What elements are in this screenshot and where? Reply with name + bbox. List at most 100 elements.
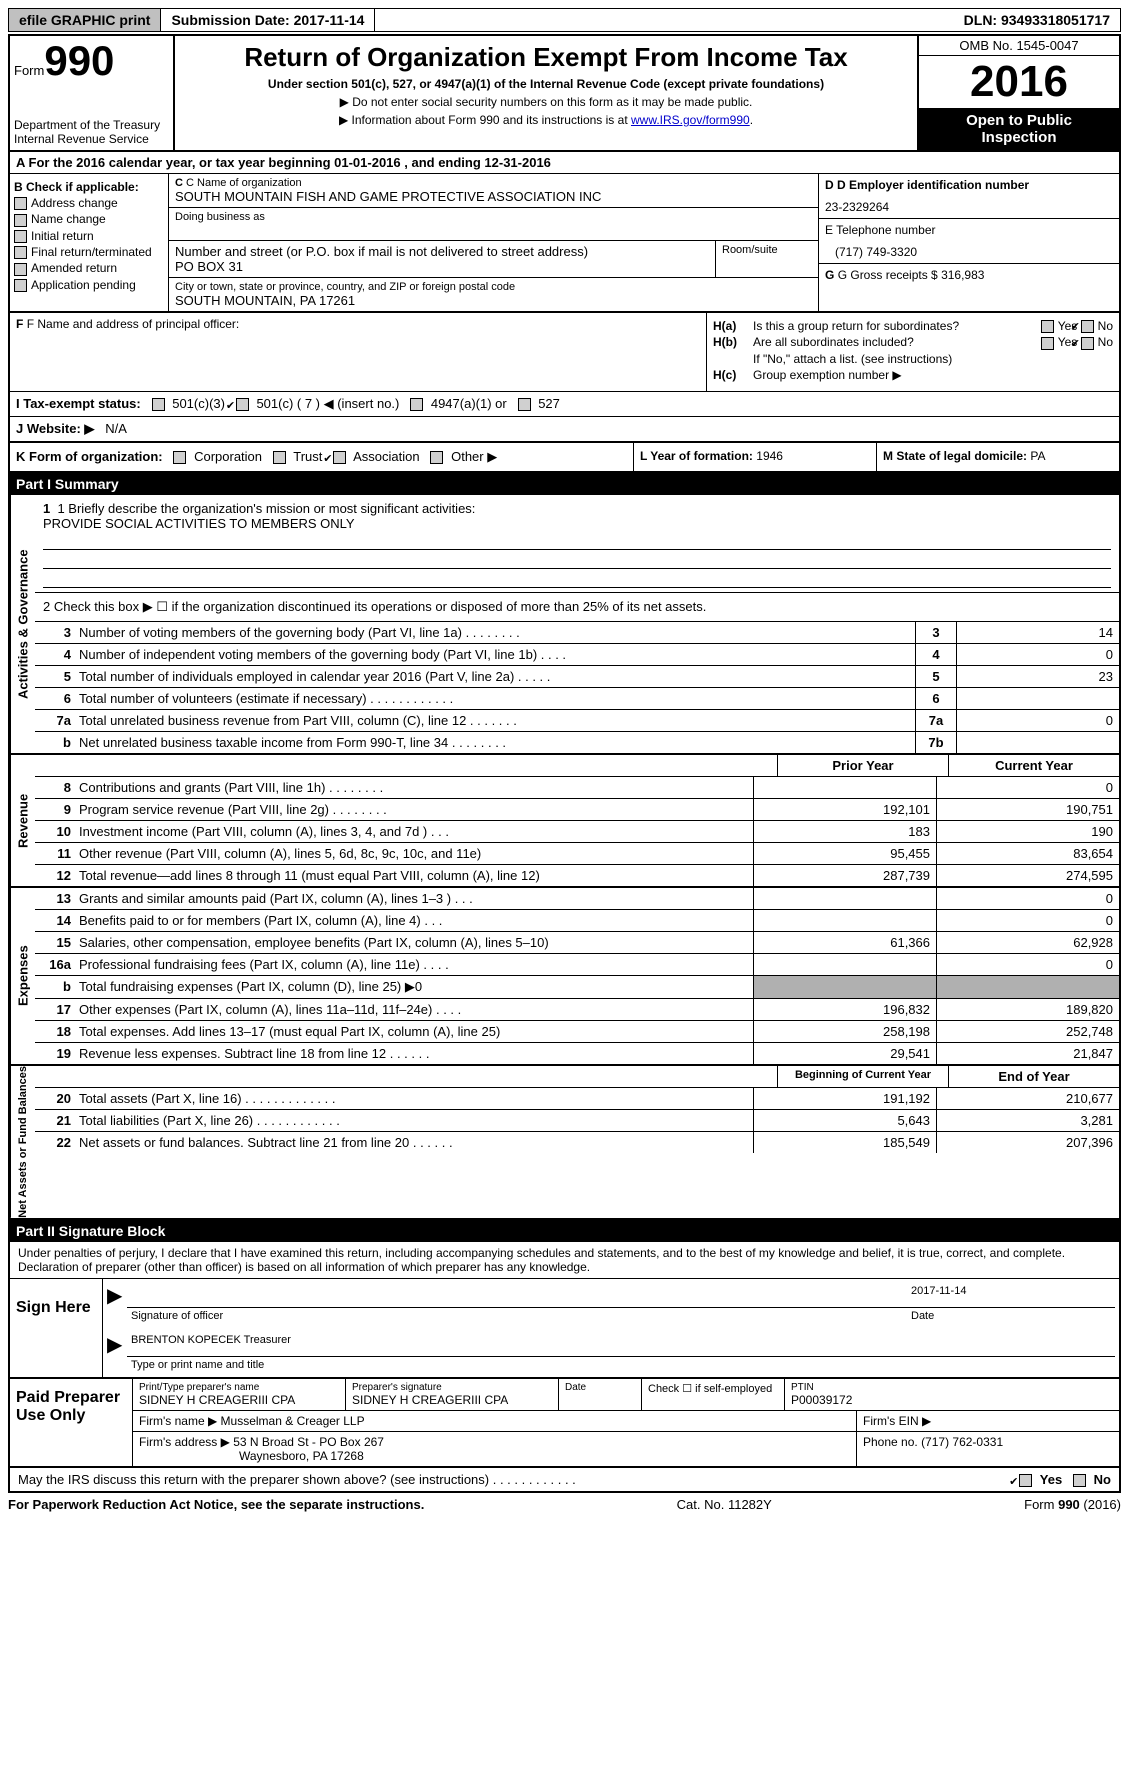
row-j-website: J Website: ▶ N/A xyxy=(8,417,1121,443)
cell-current: 189,820 xyxy=(936,999,1119,1020)
self-employed-check[interactable]: Check ☐ if self-employed xyxy=(642,1379,785,1410)
ha-text: Is this a group return for subordinates? xyxy=(753,319,1041,333)
cell-current: 190 xyxy=(936,821,1119,842)
bottom-line: For Paperwork Reduction Act Notice, see … xyxy=(8,1493,1121,1516)
summary-expenses: Expenses 13 Grants and similar amounts p… xyxy=(8,888,1121,1066)
hb-yes[interactable] xyxy=(1041,337,1054,350)
prep-sig: SIDNEY H CREAGERIII CPA xyxy=(352,1393,552,1407)
fin-row: 12 Total revenue—add lines 8 through 11 … xyxy=(35,865,1119,886)
summary-row: 7a Total unrelated business revenue from… xyxy=(35,710,1119,732)
hc-label: H(c) xyxy=(713,368,753,382)
chk-final-return[interactable] xyxy=(14,246,27,259)
vtab-governance: Activities & Governance xyxy=(10,495,35,753)
state-domicile: M State of legal domicile: PA xyxy=(877,443,1119,471)
chk-other[interactable] xyxy=(430,451,443,464)
header-left: Form990 Department of the Treasury Inter… xyxy=(10,36,175,150)
cell-prior: 95,455 xyxy=(753,843,936,864)
cell-prior: 183 xyxy=(753,821,936,842)
row-value: 0 xyxy=(956,644,1119,665)
tel-value: (717) 749-3320 xyxy=(825,245,1113,259)
row-value: 14 xyxy=(956,622,1119,643)
row-text: Net assets or fund balances. Subtract li… xyxy=(75,1132,753,1153)
row-num: 19 xyxy=(35,1043,75,1064)
chk-name-change[interactable] xyxy=(14,214,27,227)
discuss-no[interactable] xyxy=(1073,1474,1086,1487)
hb-no[interactable] xyxy=(1081,337,1094,350)
sig-intro: Under penalties of perjury, I declare th… xyxy=(8,1242,1121,1279)
row-i-tax-status: I Tax-exempt status: 501(c)(3) 501(c) ( … xyxy=(8,392,1121,417)
fin-row: 11 Other revenue (Part VIII, column (A),… xyxy=(35,843,1119,865)
row-box-num: 5 xyxy=(915,666,956,687)
sig-officer-field[interactable] xyxy=(127,1283,907,1308)
chk-501c[interactable] xyxy=(236,398,249,411)
chk-trust[interactable] xyxy=(273,451,286,464)
chk-4947[interactable] xyxy=(410,398,423,411)
header-right: OMB No. 1545-0047 2016 Open to Public In… xyxy=(917,36,1119,150)
firm-ein-label: Firm's EIN ▶ xyxy=(857,1411,1119,1431)
col-begin-year: Beginning of Current Year xyxy=(777,1066,948,1087)
chk-527[interactable] xyxy=(518,398,531,411)
ptin-value: P00039172 xyxy=(791,1393,1113,1407)
chk-amended[interactable] xyxy=(14,263,27,276)
row-num: 5 xyxy=(35,666,75,687)
cell-current: 210,677 xyxy=(936,1088,1119,1109)
chk-application-pending[interactable] xyxy=(14,279,27,292)
row-text: Total revenue—add lines 8 through 11 (mu… xyxy=(75,865,753,886)
q2-discontinued: 2 Check this box ▶ ☐ if the organization… xyxy=(35,593,1119,622)
form-word: Form xyxy=(14,63,44,78)
hb-note: If "No," attach a list. (see instruction… xyxy=(753,352,1113,366)
firm-name: Musselman & Creager LLP xyxy=(221,1414,365,1428)
ein-label: D D Employer identification number xyxy=(825,178,1113,192)
firm-phone: (717) 762-0331 xyxy=(921,1435,1003,1449)
row-value xyxy=(956,688,1119,709)
cell-current: 62,928 xyxy=(936,932,1119,953)
dept-irs: Internal Revenue Service xyxy=(14,132,169,146)
cell-prior: 287,739 xyxy=(753,865,936,886)
chk-initial-return[interactable] xyxy=(14,230,27,243)
fin-row: 19 Revenue less expenses. Subtract line … xyxy=(35,1043,1119,1064)
sign-here-label: Sign Here xyxy=(10,1279,103,1377)
pra-notice: For Paperwork Reduction Act Notice, see … xyxy=(8,1497,424,1512)
cell-current: 0 xyxy=(936,954,1119,975)
sig-date-field: 2017-11-14 xyxy=(907,1283,1115,1308)
vtab-expenses: Expenses xyxy=(10,888,35,1064)
row-text: Other revenue (Part VIII, column (A), li… xyxy=(75,843,753,864)
row-num: 18 xyxy=(35,1021,75,1042)
cell-current: 83,654 xyxy=(936,843,1119,864)
hb-text: Are all subordinates included? xyxy=(753,335,1041,349)
summary-row: 3 Number of voting members of the govern… xyxy=(35,622,1119,644)
sig-arrow-icon: ▶ xyxy=(107,1283,127,1308)
tax-year: 2016 xyxy=(919,56,1119,108)
ein-value: 23-2329264 xyxy=(825,200,1113,214)
irs-link[interactable]: www.IRS.gov/form990 xyxy=(631,113,750,127)
chk-corp[interactable] xyxy=(173,451,186,464)
dln: DLN: 93493318051717 xyxy=(954,9,1120,31)
row-num: 10 xyxy=(35,821,75,842)
chk-address-change[interactable] xyxy=(14,197,27,210)
ha-no[interactable] xyxy=(1081,320,1094,333)
row-num: 7a xyxy=(35,710,75,731)
row-text: Total assets (Part X, line 16) . . . . .… xyxy=(75,1088,753,1109)
row-text: Total number of volunteers (estimate if … xyxy=(75,688,915,709)
dept-treasury: Department of the Treasury xyxy=(14,118,169,132)
fin-row: 15 Salaries, other compensation, employe… xyxy=(35,932,1119,954)
prep-name-label: Print/Type preparer's name xyxy=(139,1382,339,1393)
fin-row: 14 Benefits paid to or for members (Part… xyxy=(35,910,1119,932)
row-num: 3 xyxy=(35,622,75,643)
col-deg: D D Employer identification number 23-23… xyxy=(819,174,1119,311)
ha-yes[interactable] xyxy=(1041,320,1054,333)
cell-prior: 258,198 xyxy=(753,1021,936,1042)
efile-button[interactable]: efile GRAPHIC print xyxy=(9,9,161,31)
discuss-yes[interactable] xyxy=(1019,1474,1032,1487)
part1-header: Part I Summary xyxy=(8,473,1121,495)
chk-assoc[interactable] xyxy=(333,451,346,464)
officer-name-field: BRENTON KOPECEK Treasurer xyxy=(127,1332,1115,1357)
cell-current: 3,281 xyxy=(936,1110,1119,1131)
row-num: 12 xyxy=(35,865,75,886)
row-text: Total unrelated business revenue from Pa… xyxy=(75,710,915,731)
firm-addr1: 53 N Broad St - PO Box 267 xyxy=(233,1435,384,1449)
summary-netassets: Net Assets or Fund Balances Beginning of… xyxy=(8,1066,1121,1220)
chk-501c3[interactable] xyxy=(152,398,165,411)
omb-number: OMB No. 1545-0047 xyxy=(919,36,1119,56)
mission-text: PROVIDE SOCIAL ACTIVITIES TO MEMBERS ONL… xyxy=(43,516,1111,531)
